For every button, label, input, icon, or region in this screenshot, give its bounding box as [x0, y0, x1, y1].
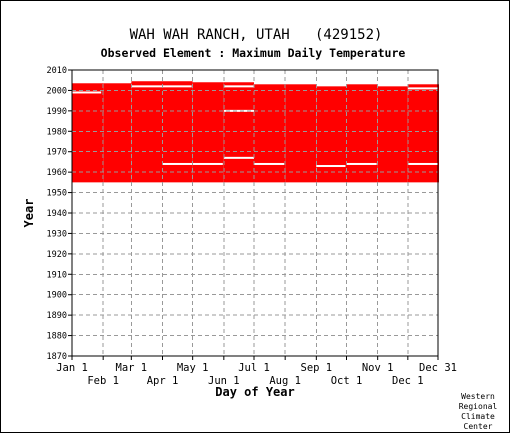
data-block-month-12 [407, 84, 440, 183]
data-block-month-11 [377, 86, 408, 183]
xtick-label-jun-1: Jun 1 [208, 375, 240, 387]
missing-period-8 [316, 165, 346, 168]
x-axis: Jan 1 Mar 1 May 1 Jul 1 Sep 1 Nov 1 Dec 31 Feb … [56, 356, 457, 387]
xtick-label-dec-1: Dec 1 [392, 375, 424, 387]
missing-period-10 [407, 162, 438, 165]
xtick-label-sep-1: Sep 1 [301, 362, 333, 374]
ytick-label-1960: 1960 [47, 168, 67, 178]
xtick-label-mar-1: Mar 1 [116, 362, 148, 374]
missing-period-7 [253, 162, 285, 165]
missing-period-11 [407, 87, 438, 90]
chart-title: WAH WAH RANCH, UTAH (429152) [130, 27, 383, 43]
ytick-label-1870: 1870 [47, 352, 67, 362]
missing-period-5 [223, 156, 254, 159]
xtick-label-nov-1: Nov 1 [362, 362, 394, 374]
data-block-month-5 [192, 82, 224, 183]
xtick-label-apr-1: Apr 1 [147, 375, 179, 387]
credit-line-2: Regional [459, 402, 498, 411]
ytick-label-1990: 1990 [47, 107, 67, 117]
ytick-label-1880: 1880 [47, 332, 67, 342]
missing-period-2 [131, 85, 192, 88]
ytick-label-2000: 2000 [47, 86, 67, 96]
data-block-month-7 [253, 84, 286, 183]
data-block-month-8 [285, 84, 317, 183]
credit-line-1: Western [461, 392, 495, 401]
y-axis: 1870 1880 1890 1900 1910 1920 1930 1940 1950 1960… [47, 66, 72, 362]
data-block-month-10 [346, 84, 378, 183]
ytick-label-1950: 1950 [47, 189, 67, 199]
ytick-label-1910: 1910 [47, 270, 67, 280]
xtick-label-jul-1: Jul 1 [238, 362, 270, 374]
ytick-label-1920: 1920 [47, 250, 67, 260]
chart-subtitle: Observed Element : Maximum Daily Tempera… [101, 46, 406, 60]
y-axis-label: Year [22, 199, 36, 228]
xtick-label-feb-1: Feb 1 [87, 375, 119, 387]
missing-period-1 [72, 91, 102, 94]
xtick-label-aug-1: Aug 1 [269, 375, 301, 387]
data-block-month-9 [316, 86, 347, 183]
missing-period-3 [223, 85, 254, 88]
grid-layer [72, 70, 438, 356]
data-block-month-3 [131, 81, 163, 183]
missing-period-4 [223, 109, 254, 112]
ytick-label-1980: 1980 [47, 127, 67, 137]
credit-line-3: Climate [461, 412, 495, 421]
ytick-label-1890: 1890 [47, 311, 67, 321]
data-block-month-4 [162, 81, 193, 183]
data-block-month-6 [223, 82, 254, 183]
ytick-label-1970: 1970 [47, 148, 67, 158]
xtick-label-oct-1: Oct 1 [331, 375, 363, 387]
credit-block: Western Regional Climate Center [459, 392, 498, 431]
ytick-label-1930: 1930 [47, 229, 67, 239]
x-axis-label: Day of Year [215, 385, 294, 399]
data-block-month-2 [103, 83, 132, 183]
xtick-label-dec-31: Dec 31 [419, 362, 457, 374]
data-block-month-1 [72, 83, 104, 183]
xtick-label-may-1: May 1 [177, 362, 209, 374]
xtick-label-jan-1: Jan 1 [56, 362, 88, 374]
credit-line-4: Center [464, 422, 493, 431]
ytick-label-1900: 1900 [47, 291, 67, 301]
missing-period-9 [346, 162, 377, 165]
ytick-label-2010: 2010 [47, 66, 67, 76]
ytick-label-1940: 1940 [47, 209, 67, 219]
data-layer [72, 81, 440, 183]
